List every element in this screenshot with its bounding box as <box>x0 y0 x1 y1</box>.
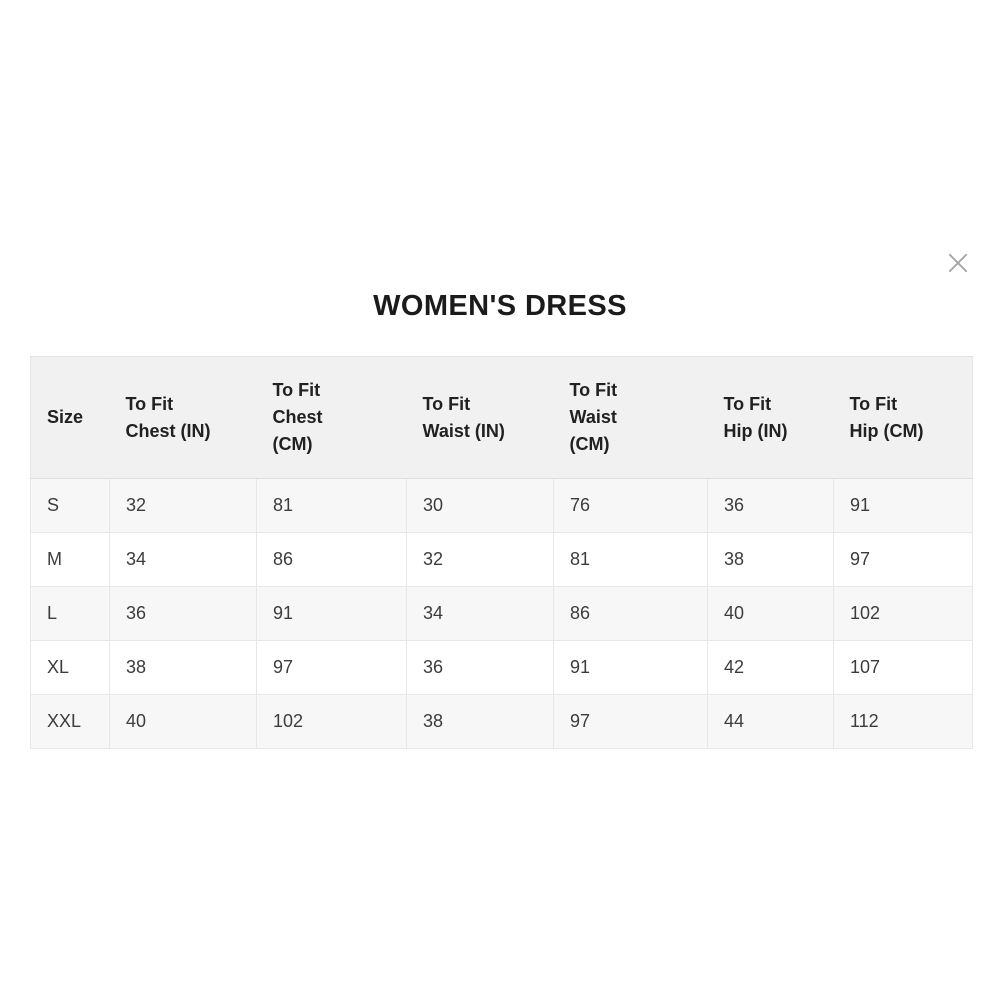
measurement-cell: 107 <box>833 640 973 695</box>
measurement-cell: 32 <box>406 532 554 587</box>
measurement-cell: 34 <box>109 532 257 587</box>
table-row-s: S 32 81 30 76 36 91 <box>30 478 973 533</box>
measurement-cell: 91 <box>553 640 708 695</box>
measurement-cell: 81 <box>553 532 708 587</box>
measurement-cell: 30 <box>406 478 554 533</box>
measurement-cell: 97 <box>833 532 973 587</box>
close-icon <box>948 253 968 273</box>
table-row-l: L 36 91 34 86 40 102 <box>30 586 973 641</box>
size-cell: XXL <box>30 694 110 749</box>
column-header-waist-in: To Fit Waist (IN) <box>406 356 554 479</box>
size-cell: S <box>30 478 110 533</box>
size-chart-table: Size To Fit Chest (IN) To Fit Chest (CM)… <box>30 356 973 749</box>
measurement-cell: 76 <box>553 478 708 533</box>
column-header-hip-cm: To Fit Hip (CM) <box>833 356 973 479</box>
table-row-xxl: XXL 40 102 38 97 44 112 <box>30 694 973 749</box>
column-header-size: Size <box>30 356 110 479</box>
measurement-cell: 97 <box>553 694 708 749</box>
size-cell: XL <box>30 640 110 695</box>
measurement-cell: 38 <box>707 532 834 587</box>
measurement-cell: 91 <box>256 586 407 641</box>
measurement-cell: 38 <box>406 694 554 749</box>
measurement-cell: 112 <box>833 694 973 749</box>
measurement-cell: 40 <box>109 694 257 749</box>
column-header-waist-cm: To Fit Waist (CM) <box>553 356 708 479</box>
measurement-cell: 102 <box>256 694 407 749</box>
table-header-row: Size To Fit Chest (IN) To Fit Chest (CM)… <box>30 356 973 479</box>
column-header-chest-cm: To Fit Chest (CM) <box>256 356 407 479</box>
table-row-m: M 34 86 32 81 38 97 <box>30 532 973 587</box>
measurement-cell: 97 <box>256 640 407 695</box>
measurement-cell: 36 <box>109 586 257 641</box>
close-button[interactable] <box>942 247 974 279</box>
column-header-chest-in: To Fit Chest (IN) <box>109 356 257 479</box>
size-cell: M <box>30 532 110 587</box>
measurement-cell: 34 <box>406 586 554 641</box>
column-header-hip-in: To Fit Hip (IN) <box>707 356 834 479</box>
measurement-cell: 36 <box>707 478 834 533</box>
measurement-cell: 81 <box>256 478 407 533</box>
measurement-cell: 86 <box>553 586 708 641</box>
measurement-cell: 40 <box>707 586 834 641</box>
table-row-xl: XL 38 97 36 91 42 107 <box>30 640 973 695</box>
size-cell: L <box>30 586 110 641</box>
measurement-cell: 91 <box>833 478 973 533</box>
page-title: WOMEN'S DRESS <box>373 290 627 322</box>
measurement-cell: 86 <box>256 532 407 587</box>
measurement-cell: 32 <box>109 478 257 533</box>
measurement-cell: 38 <box>109 640 257 695</box>
measurement-cell: 42 <box>707 640 834 695</box>
measurement-cell: 44 <box>707 694 834 749</box>
measurement-cell: 36 <box>406 640 554 695</box>
measurement-cell: 102 <box>833 586 973 641</box>
